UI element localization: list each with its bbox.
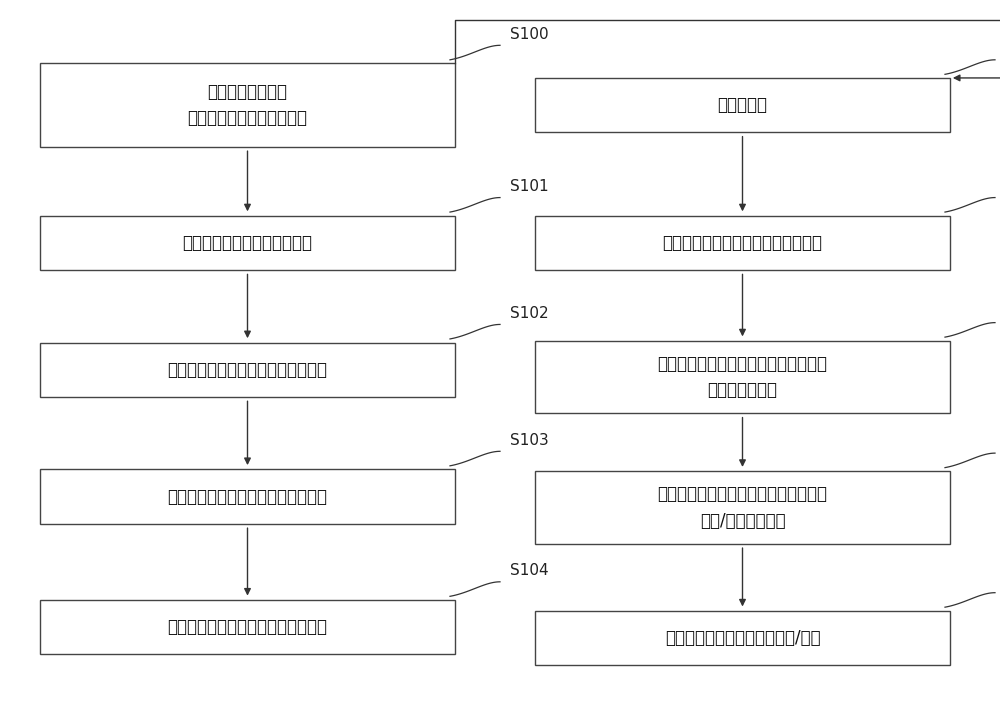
FancyBboxPatch shape (40, 600, 455, 654)
FancyBboxPatch shape (40, 343, 455, 397)
FancyBboxPatch shape (40, 64, 455, 146)
Text: S102: S102 (510, 306, 549, 320)
FancyBboxPatch shape (40, 216, 455, 270)
Text: 进行形成阈值电压注入区的离子注入: 进行形成阈值电压注入区的离子注入 (168, 618, 328, 636)
FancyBboxPatch shape (535, 610, 950, 666)
Text: S104: S104 (510, 563, 549, 579)
Text: S100: S100 (510, 27, 549, 42)
Text: S103: S103 (510, 433, 549, 448)
Text: 提供半导体衬底，
半导体衬底内形成有阱结构: 提供半导体衬底， 半导体衬底内形成有阱结构 (188, 83, 308, 128)
Text: 在半导体衬底内形成重掺杂源/漏区: 在半导体衬底内形成重掺杂源/漏区 (665, 629, 820, 647)
Text: 快速热退火，在半导体衬底内形成低掺
杂源/漏区和袋状区: 快速热退火，在半导体衬底内形成低掺 杂源/漏区和袋状区 (658, 485, 828, 530)
Text: 进行形成第一沟道注入区的离子注入: 进行形成第一沟道注入区的离子注入 (168, 361, 328, 378)
FancyBboxPatch shape (535, 341, 950, 413)
Text: 进行形成阱注入区的离子注入: 进行形成阱注入区的离子注入 (182, 234, 312, 252)
FancyBboxPatch shape (535, 78, 950, 133)
Text: S101: S101 (510, 179, 549, 194)
Text: 快速热退火: 快速热退火 (718, 96, 768, 114)
FancyBboxPatch shape (535, 216, 950, 270)
FancyBboxPatch shape (40, 470, 455, 523)
Text: 进行形成第二沟道注入区的离子注入: 进行形成第二沟道注入区的离子注入 (168, 488, 328, 505)
FancyBboxPatch shape (535, 471, 950, 544)
Text: 在半导体衬底上形成栅介质层和栅极: 在半导体衬底上形成栅介质层和栅极 (662, 234, 822, 252)
Text: 在半导体衬底内进行低掺杂离子注入和
袋状区离子注入: 在半导体衬底内进行低掺杂离子注入和 袋状区离子注入 (658, 355, 828, 399)
